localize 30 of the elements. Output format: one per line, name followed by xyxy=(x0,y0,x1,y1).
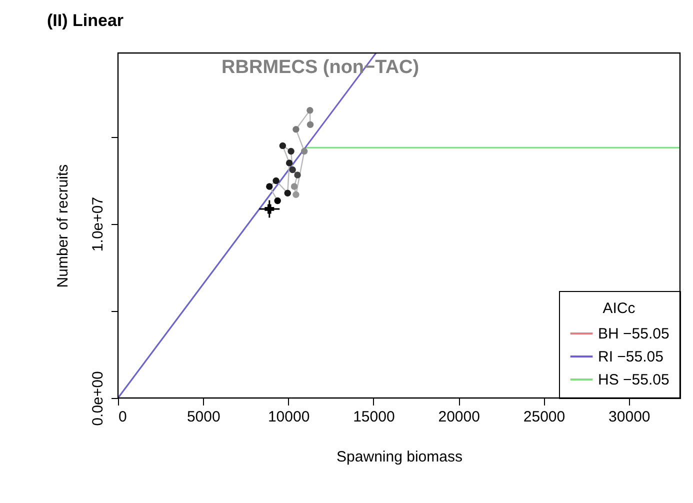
x-tick-label: 10000 xyxy=(268,408,310,426)
point xyxy=(289,166,296,174)
point xyxy=(266,183,273,190)
point xyxy=(300,148,308,155)
x-tick-label: 15000 xyxy=(353,408,395,426)
x-tick-label: 0 xyxy=(118,408,127,426)
point xyxy=(290,183,298,190)
x-tick-label: 25000 xyxy=(523,408,566,426)
legend-label: BH −55.05 xyxy=(598,326,670,342)
point xyxy=(279,142,286,150)
x-tick-label: 30000 xyxy=(608,408,650,426)
point xyxy=(306,121,314,128)
point xyxy=(292,191,300,198)
point xyxy=(294,172,301,178)
x-axis-title: Spawning biomass xyxy=(336,448,462,466)
point xyxy=(272,177,280,184)
legend-label: RI −55.05 xyxy=(598,348,664,366)
y-tick-label: 1.0e+07 xyxy=(90,196,106,252)
chart-title: (II) Linear xyxy=(47,11,124,30)
point xyxy=(284,190,291,196)
legend-label: HS −55.05 xyxy=(598,372,670,388)
y-tick-label: 0.0e+00 xyxy=(90,371,106,426)
legend-title: AICc xyxy=(602,300,636,317)
point xyxy=(292,126,300,133)
x-tick-label: 5000 xyxy=(186,408,220,426)
point xyxy=(306,106,314,114)
point xyxy=(288,148,294,155)
x-tick-label: 20000 xyxy=(438,408,480,426)
point xyxy=(286,160,293,166)
y-axis-title: Number of recruits xyxy=(54,164,72,288)
